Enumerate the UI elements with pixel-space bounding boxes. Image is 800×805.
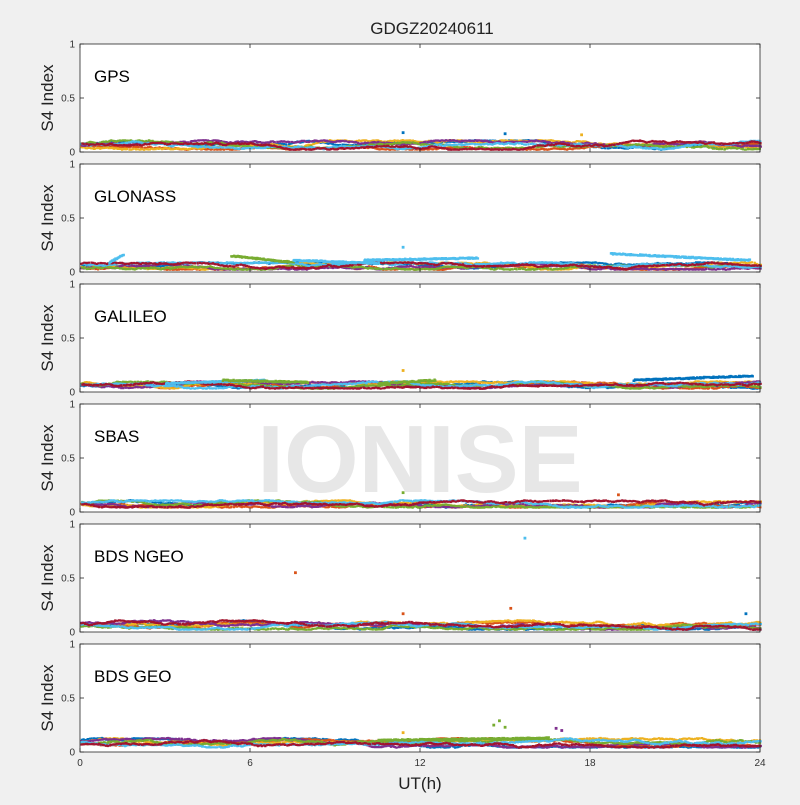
y-tick-label: 0.5 xyxy=(61,214,75,225)
outlier-point-2 xyxy=(492,723,496,727)
y-axis-label: S4 Index xyxy=(38,544,57,612)
data-layer xyxy=(80,719,762,749)
series-6-points xyxy=(80,737,762,749)
outlier-point-1 xyxy=(401,245,405,249)
plot-area xyxy=(80,284,760,392)
panel-label: SBAS xyxy=(94,427,139,446)
y-tick-label: 0 xyxy=(69,508,75,519)
outlier-point-1 xyxy=(401,131,405,135)
y-tick-label: 0 xyxy=(69,268,75,279)
watermark: IONISE xyxy=(257,406,582,513)
x-tick-label: 6 xyxy=(247,758,253,769)
arc-track-1 xyxy=(108,253,125,265)
panel-label: GLONASS xyxy=(94,187,176,206)
outlier-point-3 xyxy=(401,612,405,616)
y-tick-label: 0 xyxy=(69,748,75,759)
y-tick-label: 0.5 xyxy=(61,334,75,345)
y-tick-label: 0 xyxy=(69,388,75,399)
outlier-point-1 xyxy=(401,369,405,372)
y-axis-label: S4 Index xyxy=(38,424,57,492)
panel-glonass: 0 0.5 1 GLONASS S4 Index xyxy=(38,160,762,279)
y-tick-label: 1 xyxy=(69,160,75,171)
series-7-points xyxy=(81,380,762,390)
y-tick-label: 0.5 xyxy=(61,454,75,465)
series-7-points xyxy=(80,619,762,631)
arc-track-2 xyxy=(230,254,295,264)
y-tick-label: 1 xyxy=(69,40,75,51)
data-layer xyxy=(80,491,762,509)
panel-sbas: 0 0.5 1 SBAS S4 Index xyxy=(38,400,762,519)
plot-area xyxy=(80,524,760,632)
x-tick-label: 0 xyxy=(77,758,83,769)
y-tick-label: 1 xyxy=(69,400,75,411)
arc-track-5 xyxy=(609,252,752,262)
outlier-point-1 xyxy=(401,491,405,495)
outlier-point-1 xyxy=(294,571,297,575)
y-tick-label: 0.5 xyxy=(61,574,75,585)
arc-track-3 xyxy=(292,258,380,265)
data-layer xyxy=(80,369,762,390)
arc-track-3 xyxy=(377,378,437,386)
data-layer xyxy=(80,536,762,631)
panel-bds-ngeo: 0 0.5 1 BDS NGEO S4 Index xyxy=(38,520,762,639)
series-6-points xyxy=(80,620,762,631)
outlier-point-3 xyxy=(503,725,507,729)
y-tick-label: 0.5 xyxy=(61,694,75,705)
series-7-points xyxy=(81,139,762,151)
panel-gps: 0 0.5 1 GPS S4 Index xyxy=(38,40,762,159)
panel-label: BDS NGEO xyxy=(94,547,184,566)
series-7-points xyxy=(80,261,762,271)
series-6-points xyxy=(80,139,762,151)
arc-track-4 xyxy=(363,256,480,262)
figure-title: GDGZ20240611 xyxy=(370,19,493,38)
panel-label: GALILEO xyxy=(94,307,167,326)
y-tick-label: 1 xyxy=(69,520,75,531)
x-tick-label: 12 xyxy=(414,758,426,769)
panel-galileo: 0 0.5 1 GALILEO S4 Index xyxy=(38,280,762,399)
series-4-points xyxy=(80,380,762,390)
arc-track-1 xyxy=(377,736,550,742)
arc-track-4 xyxy=(632,374,754,382)
panel-bds-geo: 0 0.5 1 0 6 12 18 24 BDS GEO S4 Index xyxy=(38,640,766,770)
data-layer xyxy=(80,245,762,271)
y-axis-label: S4 Index xyxy=(38,664,57,732)
y-tick-label: 0.5 xyxy=(61,94,75,105)
series-2-points xyxy=(80,620,762,630)
panel-label: GPS xyxy=(94,67,130,86)
outlier-point-1 xyxy=(498,719,501,723)
outlier-point-3 xyxy=(580,133,583,137)
y-tick-label: 1 xyxy=(69,640,75,651)
y-tick-label: 0 xyxy=(69,148,75,159)
data-layer xyxy=(80,131,762,151)
outlier-point-4 xyxy=(554,726,558,730)
series-7-points xyxy=(81,499,762,509)
outlier-point-2 xyxy=(523,536,527,540)
outlier-point-6 xyxy=(401,731,405,735)
outlier-point-2 xyxy=(503,132,507,136)
outlier-point-5 xyxy=(744,612,748,616)
y-tick-label: 0 xyxy=(69,628,75,639)
outlier-point-2 xyxy=(617,493,620,497)
plot-area xyxy=(80,44,760,152)
plot-area xyxy=(80,644,760,752)
panel-label: BDS GEO xyxy=(94,667,171,686)
outlier-point-5 xyxy=(560,729,564,732)
series-6-points xyxy=(81,499,762,509)
y-tick-label: 1 xyxy=(69,280,75,291)
arc-track-2 xyxy=(221,378,310,385)
x-tick-label: 24 xyxy=(754,758,766,769)
series-7-points xyxy=(80,739,762,749)
y-axis-label: S4 Index xyxy=(38,304,57,372)
y-axis-label: S4 Index xyxy=(38,184,57,252)
y-axis-label: S4 Index xyxy=(38,64,57,132)
outlier-point-4 xyxy=(509,606,513,610)
plot-area xyxy=(80,404,760,512)
panels: 0 0.5 1 GPS S4 Index 0 0.5 1 GLONASS S4 Index 0 0.5… xyxy=(38,40,766,770)
x-axis-label: UT(h) xyxy=(398,774,441,793)
x-tick-label: 18 xyxy=(584,758,596,769)
